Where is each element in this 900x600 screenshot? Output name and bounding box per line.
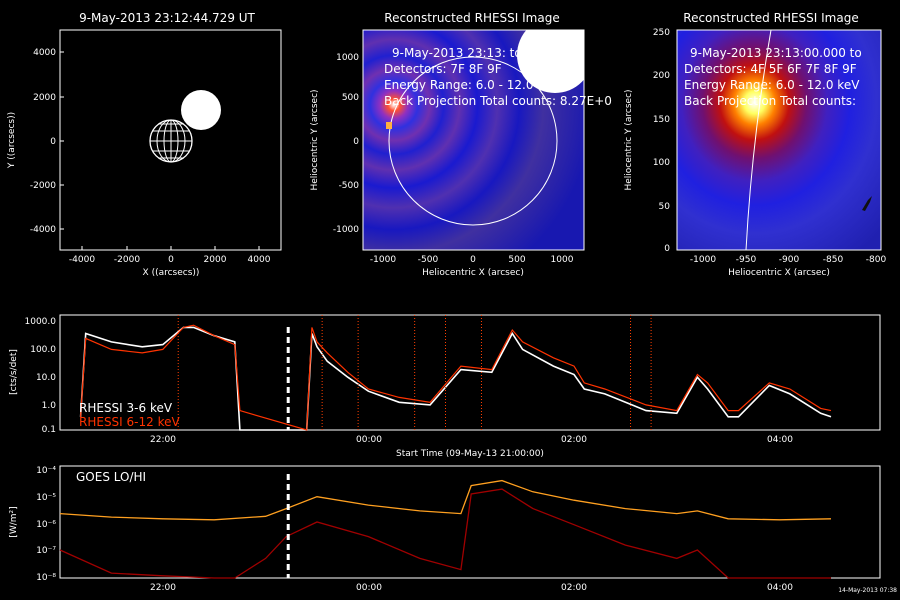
tick-label: -950: [736, 255, 757, 265]
panel3-info-line: Energy Range: 6.0 - 12.0 keV: [684, 78, 860, 92]
sun-disk: [149, 119, 193, 163]
rhessi-fov-disk: [181, 90, 221, 130]
panel1-yticks: 4000 2000 0 -2000 -4000: [30, 48, 56, 235]
panel2-info-line: Back Projection Total counts: 8.27E+0: [384, 94, 612, 108]
tick-label: -850: [823, 255, 844, 265]
panel3-info-line: Detectors: 4F 5F 6F 7F 8F 9F: [684, 62, 857, 76]
tick-label: 1000.0: [25, 317, 57, 327]
tick-label: 02:00: [561, 435, 587, 445]
panel5-frame: [59, 465, 881, 579]
tick-label: 04:00: [767, 583, 793, 593]
tick-label: 04:00: [767, 435, 793, 445]
tick-label: -2000: [114, 255, 140, 265]
tick-label: -1000: [333, 225, 359, 235]
panel3-info-line: Back Projection Total counts:: [684, 94, 856, 108]
tick-label: 10⁻⁷: [36, 546, 56, 556]
tick-label: 00:00: [356, 435, 382, 445]
panel3-title: Reconstructed RHESSI Image: [683, 11, 858, 25]
tick-label: -500: [418, 255, 439, 265]
panel2-ylabel: Heliocentric Y (arcsec): [310, 89, 320, 190]
tick-label: 0: [353, 137, 359, 147]
tick-label: -800: [866, 255, 887, 265]
tick-label: 2000: [204, 255, 227, 265]
tick-label: 00:00: [356, 583, 382, 593]
tick-label: 1000: [336, 53, 359, 63]
tick-label: 4000: [33, 48, 56, 58]
tick-label: 150: [653, 115, 670, 125]
tick-label: -4000: [69, 255, 95, 265]
tick-label: 1000: [551, 255, 574, 265]
tick-label: 0: [470, 255, 476, 265]
tick-label: 10⁻⁶: [36, 520, 56, 530]
panel3-ylabel: Heliocentric Y (arcsec): [624, 89, 634, 190]
panel3-info-line: 9-May-2013 23:13:00.000 to: [690, 46, 862, 60]
panel1-title: 9-May-2013 23:12:44.729 UT: [79, 11, 255, 25]
tick-label: 500: [508, 255, 525, 265]
tick-label: -4000: [30, 225, 56, 235]
tick-label: -2000: [30, 181, 56, 191]
tick-label: 10⁻⁸: [36, 573, 56, 583]
solar-limb: [745, 30, 772, 250]
tick-label: 4000: [248, 255, 271, 265]
series-line: [59, 488, 831, 579]
tick-label: 0.1: [42, 425, 56, 435]
tick-label: 100.0: [30, 345, 56, 355]
tick-label: 1.0: [42, 401, 57, 411]
panel-rhessi-image-wide: Reconstructed RHESSI Image 9-May-2013 23…: [310, 11, 612, 278]
fov-overlay: [517, 30, 584, 93]
tick-label: 22:00: [150, 583, 176, 593]
tick-label: 10.0: [36, 373, 56, 383]
panel3-xlabel: Heliocentric X (arcsec): [728, 268, 830, 278]
tick-label: 0: [664, 244, 670, 254]
tick-label: -500: [339, 181, 360, 191]
tick-label: 0: [50, 137, 56, 147]
tick-label: 02:00: [561, 583, 587, 593]
panel1-xlabel: X ((arcsecs)): [143, 268, 200, 278]
legend-entry: RHESSI 3-6 keV: [79, 401, 173, 415]
flare-source: [386, 122, 392, 129]
panel-rhessi-image-zoom: Reconstructed RHESSI Image 9-May-2013 23…: [624, 11, 886, 278]
tick-label: -1000: [690, 255, 716, 265]
panel2-title: Reconstructed RHESSI Image: [384, 11, 559, 25]
tick-label: 250: [653, 28, 670, 38]
tick-label: 200: [653, 71, 670, 81]
panel2-info-line: Energy Range: 6.0 - 12.0 keV: [384, 78, 560, 92]
legend-entry: RHESSI 6-12 keV: [79, 415, 180, 429]
series-line: [79, 326, 832, 431]
tick-label: 500: [342, 93, 359, 103]
panel3-image: [677, 30, 881, 250]
small-feature: [862, 196, 872, 211]
panel4-ylabel: [cts/s/det]: [9, 349, 19, 395]
tick-label: 10⁻⁴: [36, 466, 56, 476]
panel-goes-lightcurve: GOES LO/HI 10⁻⁴ 10⁻⁵ 10⁻⁶ 10⁻⁷ 10⁻⁸ 22:0…: [9, 465, 897, 594]
solar-limb: [388, 56, 558, 226]
panel1-xticks: -4000 -2000 0 2000 4000: [69, 255, 271, 265]
panel2-info-line: Detectors: 7F 8F 9F: [384, 62, 502, 76]
panel4-frame: [59, 314, 881, 431]
tick-label: 22:00: [150, 435, 176, 445]
panel2-xlabel: Heliocentric X (arcsec): [422, 268, 524, 278]
timestamp: 14-May-2013 07:38: [838, 587, 897, 594]
tick-label: -1000: [370, 255, 396, 265]
tick-label: 50: [659, 202, 671, 212]
panel4-xlabel: Start Time (09-May-13 21:00:00): [396, 449, 544, 459]
panel-sun-locator: 9-May-2013 23:12:44.729 UT -4000 -2000 0…: [7, 11, 282, 278]
panel5-label: GOES LO/HI: [76, 470, 146, 484]
panel2-info-line: 9-May-2013 23:13: to 23:14:00: [392, 46, 579, 60]
tick-label: 2000: [33, 93, 56, 103]
panel1-ylabel: Y ((arcsecs)): [7, 112, 17, 169]
tick-label: 10⁻⁵: [36, 493, 56, 503]
panel4-plot-area: [79, 315, 832, 431]
panel5-ylabel: [W/m²]: [9, 506, 19, 537]
panel-rhessi-lightcurve: 1000.0 100.0 10.0 1.0 0.1 22:00 00:00 02…: [9, 314, 881, 459]
tick-label: 0: [168, 255, 174, 265]
series-line: [59, 479, 832, 521]
panel5-plot-area: [59, 474, 832, 579]
tick-label: 100: [653, 158, 670, 168]
tick-label: -900: [779, 255, 800, 265]
